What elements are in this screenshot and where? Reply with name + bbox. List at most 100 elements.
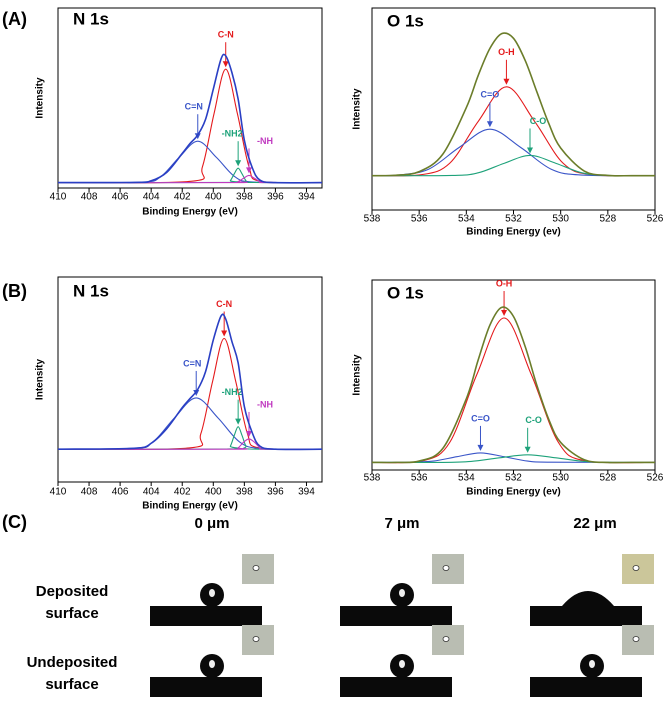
envelope-line [58,313,322,451]
x-tick-label: 532 [505,214,522,225]
peak-label: C-O [525,415,542,425]
component-line [58,140,322,184]
peak-arrow-head [221,330,228,337]
plot-frame [371,279,656,471]
inset-droplet [442,636,450,642]
peak-label: C-N [216,299,232,309]
envelope-line [372,32,655,177]
x-tick-label: 406 [112,487,129,498]
component-line [372,86,655,177]
peak-label: -NH2 [222,387,243,397]
x-tick-label: 406 [112,192,129,203]
x-tick-label: 526 [647,214,664,225]
chart-title: O 1s [387,11,424,30]
substrate [340,606,452,626]
droplet-highlight [399,589,405,597]
component-line [58,174,322,184]
peak-label: O-H [498,47,515,57]
row-label-line: Undeposited [27,654,118,671]
peak-arrow-head [503,78,510,85]
x-tick-label: 534 [458,214,475,225]
row-label-line: surface [45,676,98,693]
substrate [530,677,642,697]
component-line [58,397,322,450]
component-line [58,167,322,184]
row-label-line: surface [45,605,98,622]
column-label: 0 μm [194,515,229,532]
column-label: 22 μm [573,515,616,532]
peak-arrow-head [486,121,493,128]
y-axis-label: Intensity [352,88,363,130]
inset-droplet [632,565,640,571]
peak-label: C-O [530,116,547,126]
droplet-highlight [589,660,595,668]
y-axis-label: Intensity [35,359,46,401]
component-line [372,452,655,463]
peak-arrow-head [501,310,508,316]
component-line [372,128,655,177]
panel-label: (B) [2,281,27,301]
peak-arrow-head [246,430,253,437]
envelope-line [372,306,655,464]
peak-label: C=N [185,102,203,112]
row-label: Undeposited surface [27,654,118,693]
envelope-line [58,53,322,184]
x-tick-label: 408 [81,487,98,498]
substrate [150,677,262,697]
peak-arrow-head [235,160,242,167]
plot-frame [57,7,323,189]
x-tick-label: 394 [298,192,315,203]
x-tick-label: 410 [50,487,67,498]
chart-title: N 1s [73,9,109,28]
peak-label: -NH2 [222,129,243,139]
row-label-line: Deposited [36,583,109,600]
component-line [58,68,322,184]
x-tick-label: 404 [143,487,160,498]
x-tick-label: 526 [647,473,664,484]
inset-droplet [252,565,260,571]
component-line [58,337,322,451]
peak-label: C=N [183,358,201,368]
droplet-highlight [209,589,215,597]
droplet [562,591,614,606]
x-tick-label: 528 [599,473,616,484]
peak-arrow-head [235,418,242,425]
x-tick-label: 398 [236,192,253,203]
row-label: Deposited surface [36,583,109,622]
x-tick-label: 408 [81,192,98,203]
x-tick-label: 538 [364,473,381,484]
x-tick-label: 532 [505,473,522,484]
peak-label: C-N [218,30,234,40]
x-axis-label: Binding Energy (ev) [466,227,560,238]
panel-label: (C) [2,512,27,532]
x-tick-label: 530 [552,473,569,484]
peak-label: C=O [481,90,500,100]
x-tick-label: 402 [174,487,191,498]
y-axis-label: Intensity [35,77,46,119]
column-label: 7 μm [384,515,419,532]
plot-frame [57,276,323,483]
panel-label: (A) [2,9,27,29]
chart-title: O 1s [387,283,424,302]
peak-label: C=O [471,413,490,423]
peak-arrow-head [524,446,531,453]
x-tick-label: 528 [599,214,616,225]
x-tick-label: 400 [205,192,222,203]
x-tick-label: 400 [205,487,222,498]
x-axis-label: Binding Energy (eV) [142,207,238,218]
x-tick-label: 402 [174,192,191,203]
x-tick-label: 410 [50,192,67,203]
peak-label: O-H [496,278,513,288]
component-line [372,317,655,464]
component-line [58,426,322,450]
substrate [340,677,452,697]
peak-arrow-head [246,167,253,174]
substrate [150,606,262,626]
peak-label: -NH [257,136,273,146]
x-tick-label: 534 [458,473,475,484]
x-tick-label: 404 [143,192,160,203]
droplet-highlight [209,660,215,668]
substrate [530,606,642,626]
inset-droplet [252,636,260,642]
